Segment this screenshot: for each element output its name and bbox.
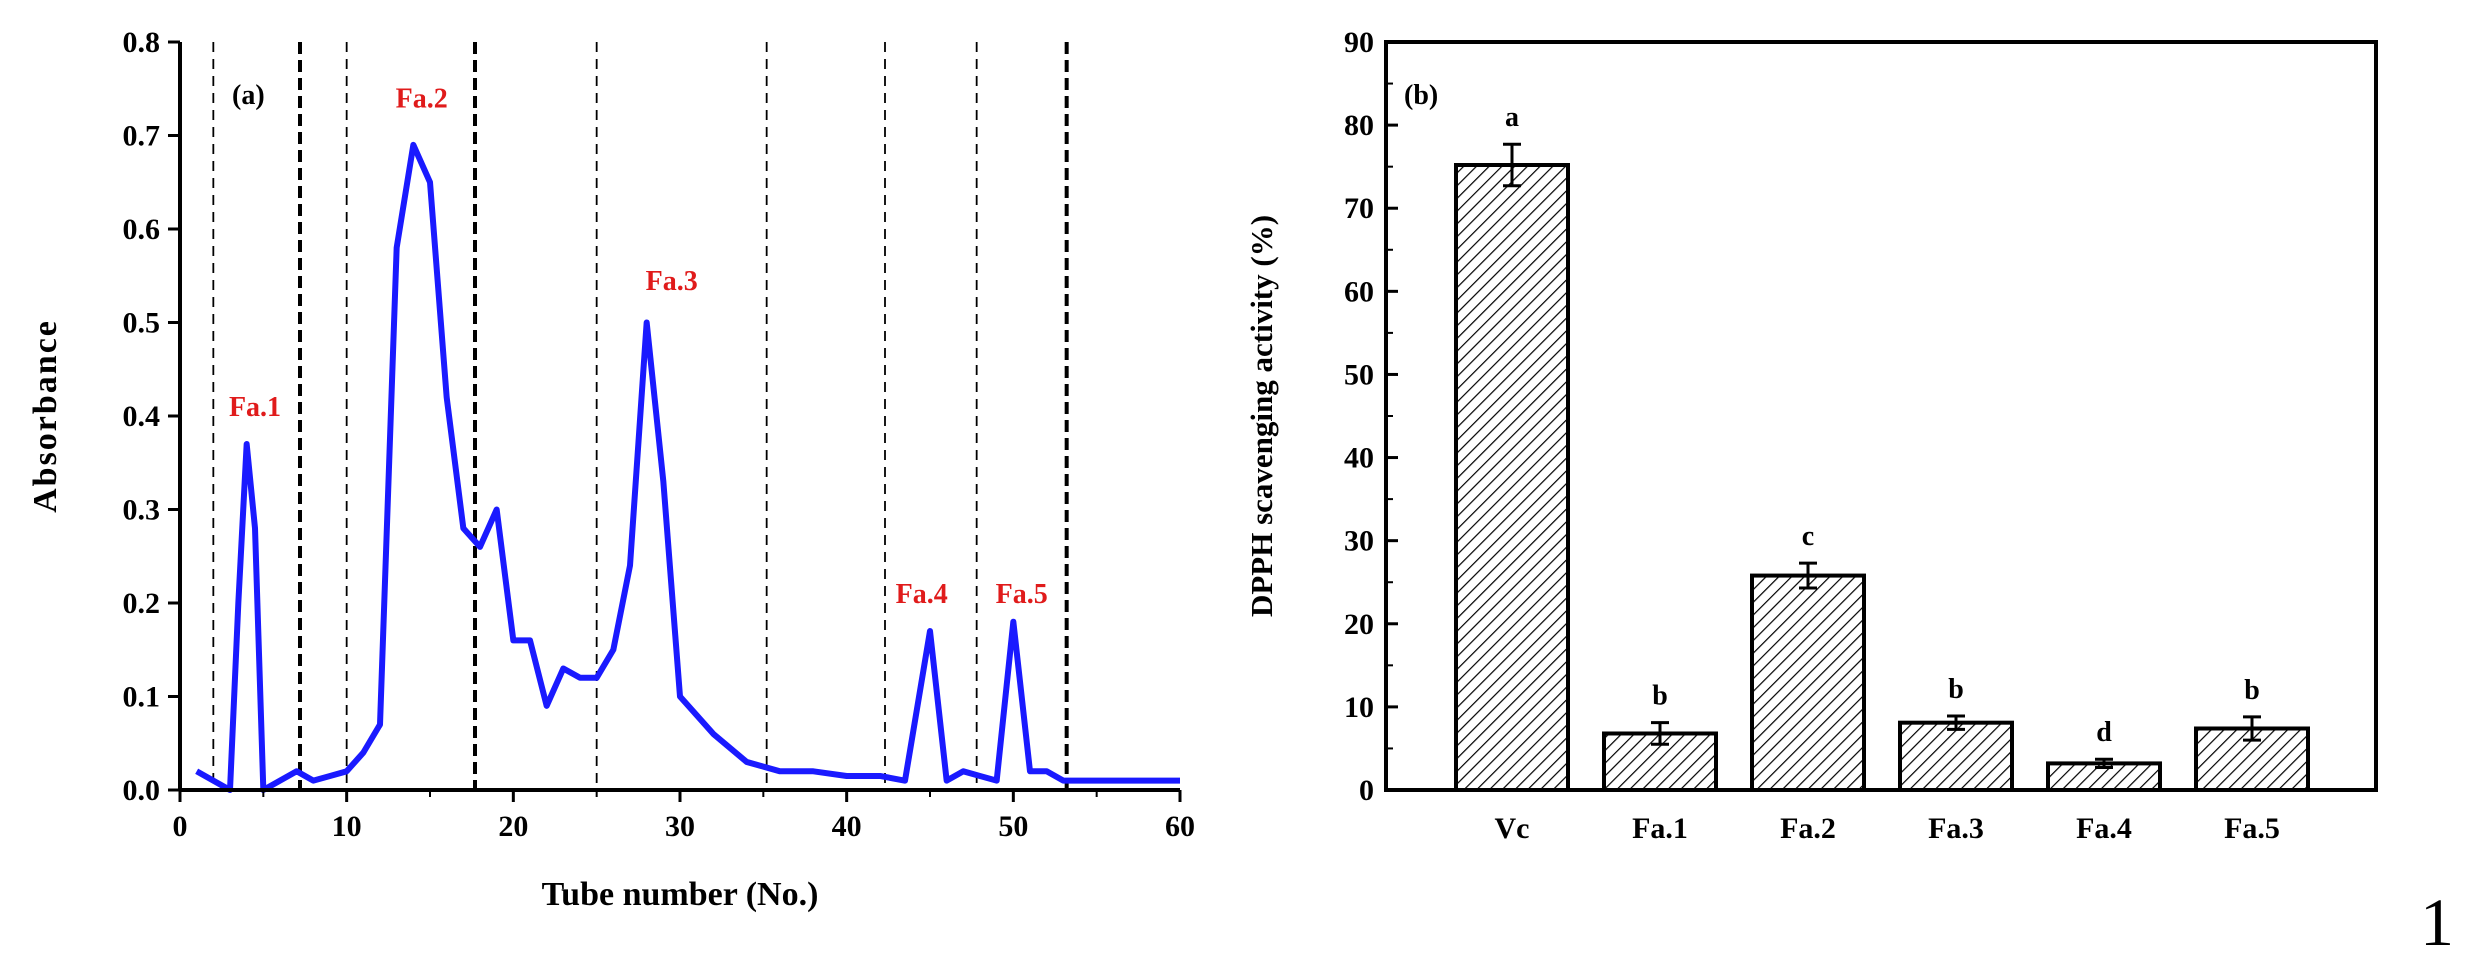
peak-label: Fa.4 bbox=[896, 579, 948, 610]
bars: a b c b d b bbox=[1454, 102, 2310, 793]
absorbance-line bbox=[195, 141, 1180, 793]
y-axis-title-b: DPPH scavenging activity (%) bbox=[1244, 215, 1279, 617]
chart-panel-a: 0 10 20 30 40 50 60 0.00.10.20.30.40.50.60.70.… bbox=[27, 26, 1195, 913]
bar bbox=[1454, 163, 1570, 792]
y-tick-label: 0.1 bbox=[123, 681, 161, 714]
category-label: Fa.3 bbox=[1928, 812, 1984, 845]
bar bbox=[1750, 573, 1866, 792]
category-label: Fa.2 bbox=[1780, 812, 1836, 845]
y-tick-label: 50 bbox=[1344, 358, 1374, 391]
y-tick-label: 10 bbox=[1344, 691, 1374, 724]
peak-labels: Fa.1 Fa.2 Fa.3 Fa.4 Fa.5 bbox=[229, 83, 1048, 610]
x-tick-label: 60 bbox=[1165, 810, 1195, 843]
y-tick-label: 80 bbox=[1344, 109, 1374, 142]
category-label: Vc bbox=[1495, 812, 1530, 845]
panel-label-b: (b) bbox=[1404, 80, 1438, 111]
category-label: Fa.1 bbox=[1632, 812, 1688, 845]
x-tick-label: 40 bbox=[832, 810, 862, 843]
y-tick-label: 0.5 bbox=[123, 307, 161, 340]
x-category-labels: Vc Fa.1 Fa.2 Fa.3 Fa.4 Fa.5 bbox=[1495, 812, 2280, 845]
chart-panel-b: a b c b d b 0 10 20 30 40 50 60 70 80 90 Vc Fa.1 Fa.2 Fa.… bbox=[1244, 26, 2378, 845]
x-ticks: 0 10 20 30 40 50 60 bbox=[173, 790, 1195, 843]
y-axis-title: Absorbance bbox=[27, 319, 64, 513]
x-tick-label: 10 bbox=[332, 810, 362, 843]
x-tick-label: 0 bbox=[173, 810, 188, 843]
y-tick-label: 0 bbox=[1359, 774, 1374, 807]
significance-label: b bbox=[1948, 674, 1964, 705]
significance-label: c bbox=[1802, 521, 1814, 552]
y-ticks: 0 10 20 30 40 50 60 70 80 90 bbox=[1344, 26, 1398, 807]
category-label: Fa.5 bbox=[2224, 812, 2280, 845]
bar bbox=[2194, 726, 2310, 793]
category-label: Fa.4 bbox=[2076, 812, 2132, 845]
x-axis-title: Tube number (No.) bbox=[542, 876, 819, 913]
y-tick-label: 0.0 bbox=[123, 774, 161, 807]
x-tick-label: 20 bbox=[498, 810, 528, 843]
y-tick-label: 0.3 bbox=[123, 494, 161, 527]
y-tick-label: 0.8 bbox=[123, 26, 161, 59]
significance-label: d bbox=[2096, 717, 2112, 748]
y-tick-label: 60 bbox=[1344, 275, 1374, 308]
y-tick-label: 0.7 bbox=[123, 120, 161, 153]
x-tick-label: 50 bbox=[998, 810, 1028, 843]
panel-label-a: (a) bbox=[232, 80, 265, 111]
bar bbox=[1898, 720, 2014, 792]
fraction-dividers bbox=[212, 42, 1069, 790]
peak-label: Fa.5 bbox=[996, 579, 1048, 610]
y-tick-label: 0.6 bbox=[123, 213, 161, 246]
y-tick-label: 40 bbox=[1344, 442, 1374, 475]
y-tick-label: 70 bbox=[1344, 192, 1374, 225]
peak-label: Fa.1 bbox=[229, 392, 281, 423]
peak-label: Fa.3 bbox=[646, 266, 698, 297]
x-tick-label: 30 bbox=[665, 810, 695, 843]
peak-label: Fa.2 bbox=[396, 83, 448, 114]
significance-label: b bbox=[1652, 681, 1668, 712]
y-tick-label: 20 bbox=[1344, 608, 1374, 641]
significance-label: b bbox=[2244, 675, 2260, 706]
y-tick-label: 30 bbox=[1344, 525, 1374, 558]
y-ticks: 0.0 0.1 0.2 0.3 0.4 0.5 0.6 0.7 0.8 bbox=[123, 26, 180, 807]
y-tick-label: 0.4 bbox=[123, 400, 161, 433]
figure-number: 1 bbox=[2420, 884, 2454, 957]
significance-label: a bbox=[1505, 102, 1519, 133]
y-tick-label: 90 bbox=[1344, 26, 1374, 59]
y-tick-label: 0.2 bbox=[123, 587, 161, 620]
